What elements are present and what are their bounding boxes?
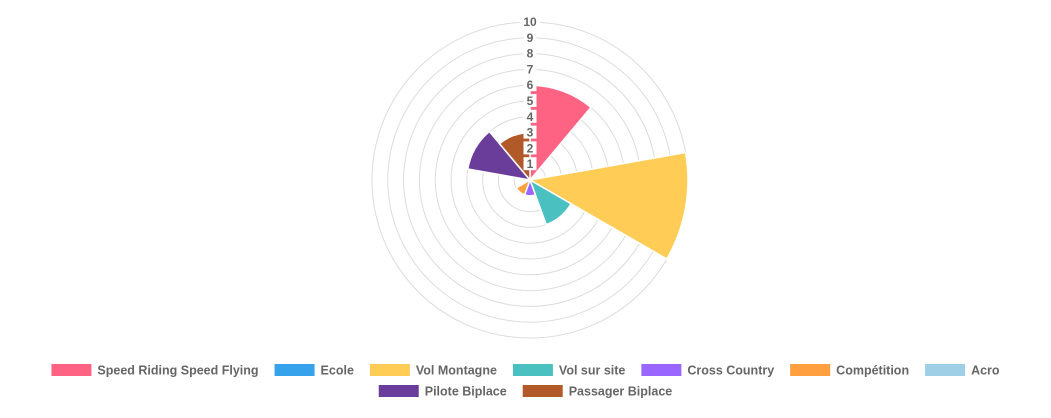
legend-label: Pilote Biplace bbox=[425, 385, 507, 399]
legend-item-pilote-biplace[interactable]: Pilote Biplace bbox=[378, 385, 507, 399]
legend-item-passager-biplace[interactable]: Passager Biplace bbox=[522, 385, 673, 399]
segment-pilote-biplace[interactable] bbox=[466, 130, 532, 182]
legend-swatch bbox=[641, 364, 682, 376]
legend-item-vol-sur-site[interactable]: Vol sur site bbox=[512, 364, 626, 378]
legend-label: Vol Montagne bbox=[416, 364, 497, 378]
tick-backdrop bbox=[520, 15, 540, 28]
tick-backdrop bbox=[523, 157, 537, 171]
legend: Speed Riding Speed Flying Ecole Vol Montag… bbox=[51, 364, 1000, 399]
legend-item-speed-riding-speed-flying[interactable]: Speed Riding Speed Flying bbox=[51, 364, 259, 378]
legend-label: Cross Country bbox=[687, 364, 774, 378]
legend-swatch bbox=[512, 364, 553, 376]
legend-swatch bbox=[51, 364, 92, 376]
tick-label: 1 bbox=[527, 157, 534, 171]
tick-backdrop bbox=[523, 62, 537, 76]
legend-label: Acro bbox=[971, 364, 1000, 378]
legend-label: Passager Biplace bbox=[569, 385, 673, 399]
tick-backdrop bbox=[523, 46, 537, 60]
tick-label: 7 bbox=[527, 62, 534, 76]
tick-label: 5 bbox=[527, 94, 534, 108]
tick-label: 2 bbox=[527, 141, 534, 155]
legend-label: Vol sur site bbox=[559, 364, 626, 378]
tick-label: 9 bbox=[527, 31, 534, 45]
tick-label: 6 bbox=[527, 78, 534, 92]
legend-item-acro[interactable]: Acro bbox=[925, 364, 1000, 378]
segment-vol-sur-site[interactable] bbox=[528, 178, 573, 226]
tick-backdrop bbox=[523, 30, 537, 44]
data-segments bbox=[466, 84, 689, 261]
tick-label: 3 bbox=[527, 126, 534, 140]
legend-swatch bbox=[790, 364, 831, 376]
legend-swatch bbox=[274, 364, 315, 376]
tick-backdrop bbox=[523, 141, 537, 155]
segment-vol-montagne[interactable] bbox=[527, 151, 689, 261]
segment-competition[interactable] bbox=[515, 178, 532, 196]
legend-item-competition[interactable]: Compétition bbox=[790, 364, 909, 378]
legend-swatch bbox=[522, 385, 563, 397]
tick-backdrop bbox=[523, 125, 537, 139]
legend-swatch bbox=[925, 364, 966, 376]
tick-backdrop bbox=[523, 109, 537, 123]
tick-label: 8 bbox=[527, 47, 534, 61]
tick-backdrop bbox=[523, 78, 537, 92]
legend-label: Compétition bbox=[836, 364, 909, 378]
legend-item-ecole[interactable]: Ecole bbox=[274, 364, 354, 378]
legend-item-cross-country[interactable]: Cross Country bbox=[641, 364, 774, 378]
legend-label: Ecole bbox=[321, 364, 354, 378]
legend-swatch bbox=[369, 364, 410, 376]
tick-backdrop bbox=[523, 94, 537, 107]
tick-label: 4 bbox=[527, 110, 534, 124]
legend-item-vol-montagne[interactable]: Vol Montagne bbox=[369, 364, 497, 378]
tick-label: 10 bbox=[523, 15, 537, 29]
segment-speed-riding-speed-flying[interactable] bbox=[529, 84, 592, 183]
legend-label: Speed Riding Speed Flying bbox=[97, 364, 258, 378]
legend-swatch bbox=[378, 385, 419, 397]
